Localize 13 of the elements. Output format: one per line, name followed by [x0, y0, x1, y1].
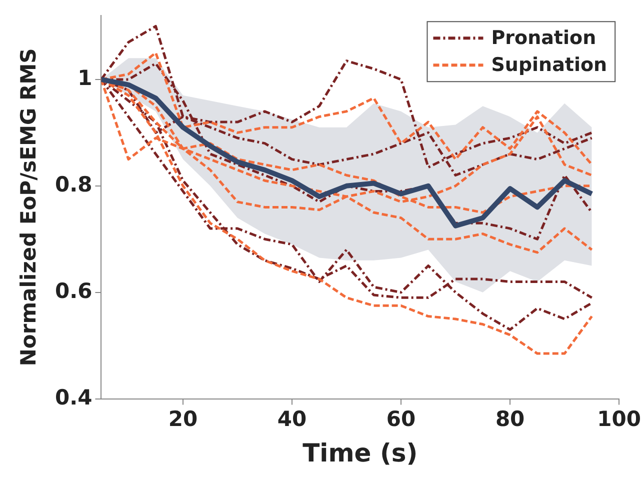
legend-label: Supination — [491, 54, 608, 76]
y-tick-label: 1 — [78, 66, 92, 90]
x-axis-title: Time (s) — [302, 438, 418, 468]
x-tick-label: 100 — [597, 406, 642, 431]
y-axis-title: Normalized EoP/sEMG RMS — [16, 48, 40, 366]
legend-label: Pronation — [491, 27, 596, 50]
y-tick-label: 0.8 — [55, 172, 92, 196]
x-tick-label: 60 — [386, 406, 416, 431]
x-tick-label: 80 — [495, 406, 525, 431]
x-tick-label: 40 — [277, 406, 307, 431]
y-tick-label: 0.6 — [55, 278, 92, 303]
y-tick-label: 0.4 — [55, 385, 92, 410]
x-tick-label: 20 — [168, 406, 198, 431]
